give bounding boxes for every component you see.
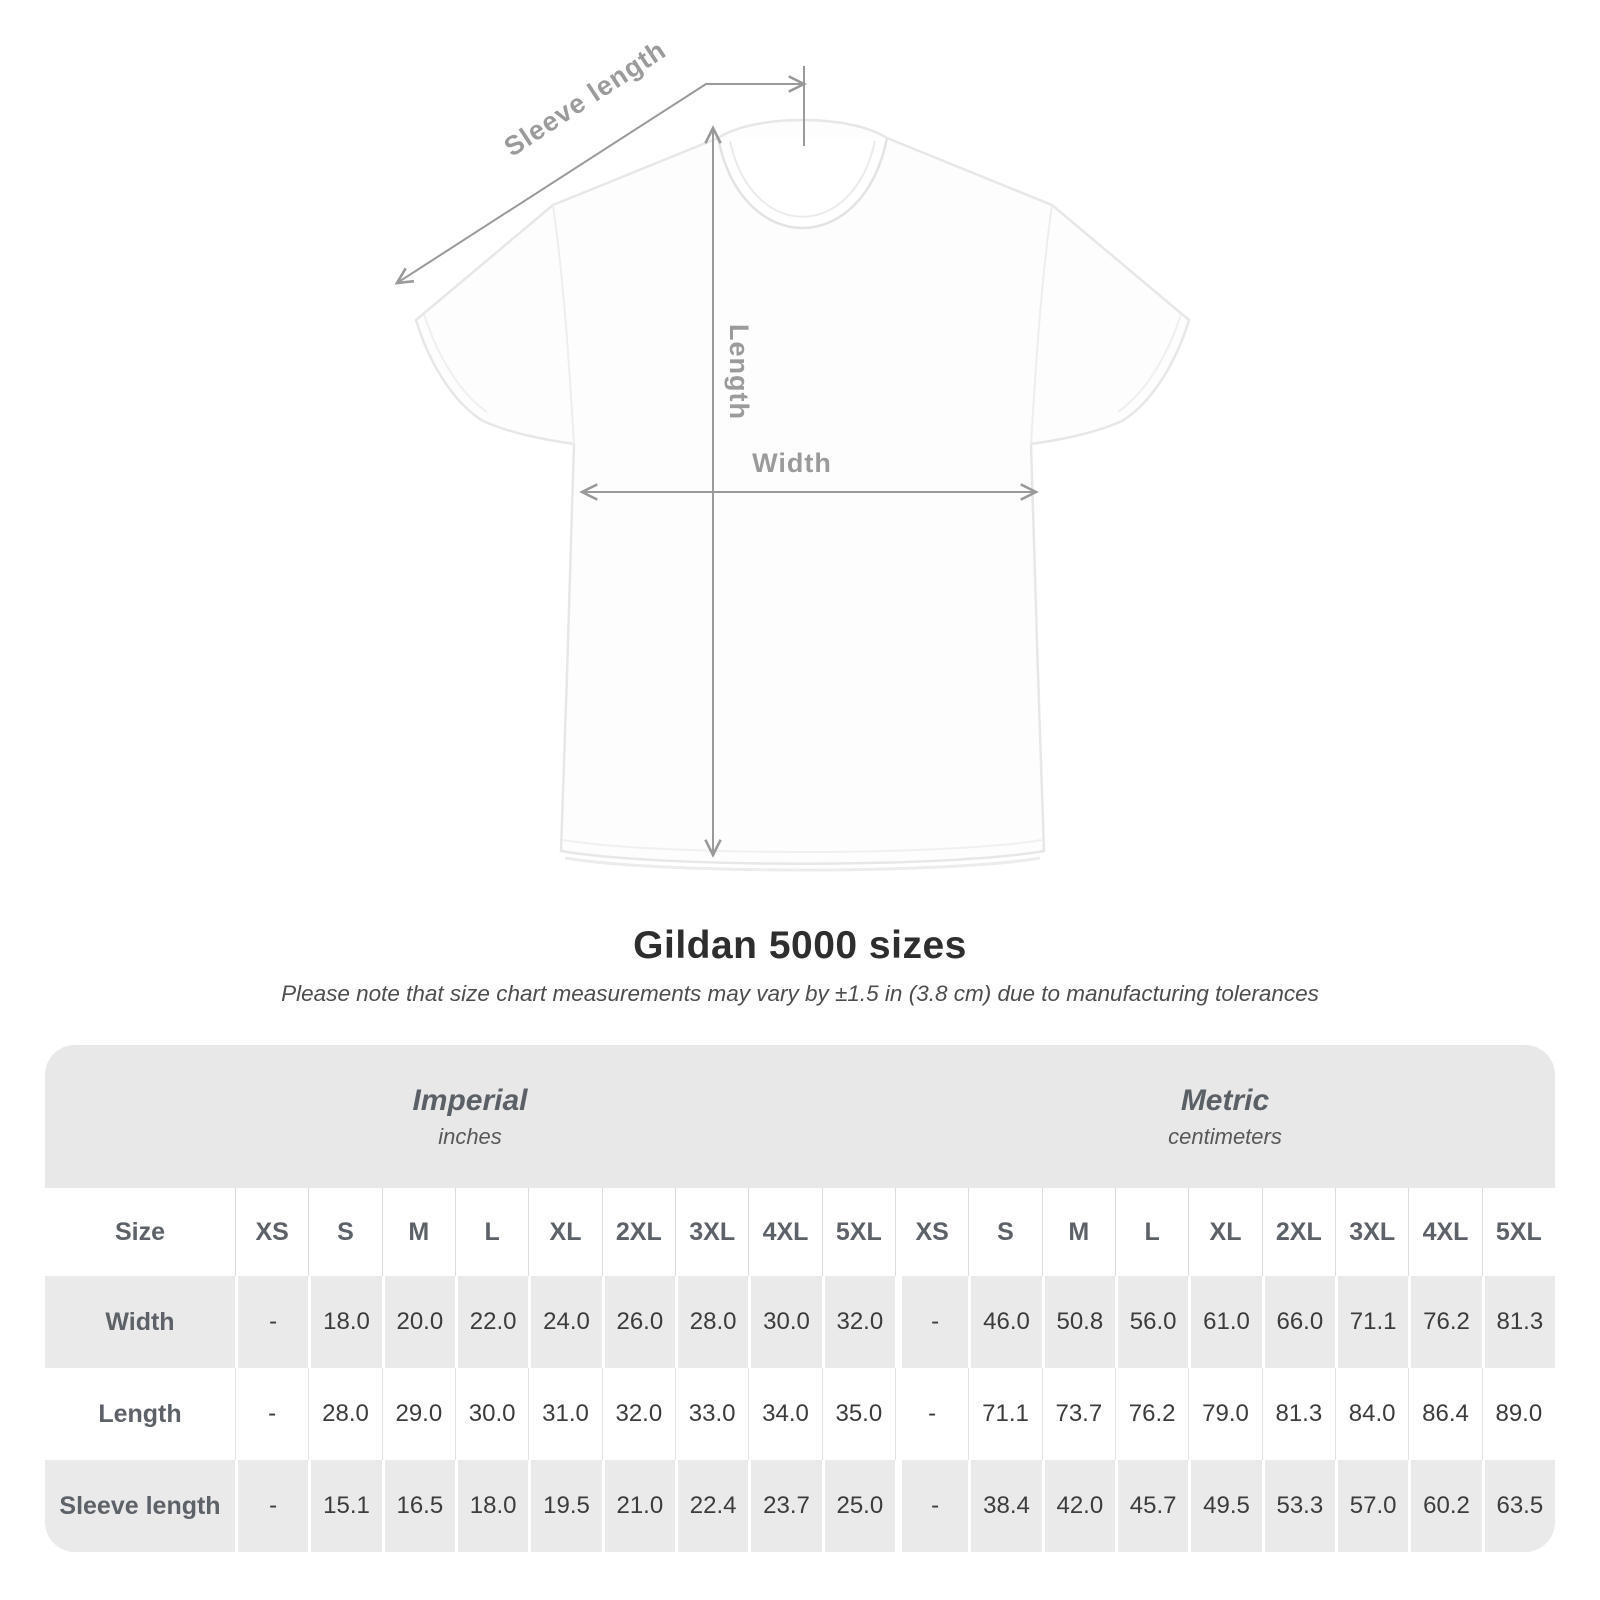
size-header-cell: 5XL xyxy=(1481,1188,1555,1276)
size-header-cell: XL xyxy=(528,1188,601,1276)
size-header-cell: L xyxy=(1115,1188,1188,1276)
sleeve-length-cell: 60.2 xyxy=(1408,1460,1482,1552)
width-cell: - xyxy=(895,1276,969,1368)
length-cell: 34.0 xyxy=(748,1368,821,1460)
sleeve-length-cell: 42.0 xyxy=(1041,1460,1115,1552)
sleeve-length-label: Sleeve length xyxy=(45,1460,235,1552)
size-header-cell: M xyxy=(381,1188,455,1276)
sleeve-length-cell: - xyxy=(895,1460,969,1552)
sleeve-length-cell: 25.0 xyxy=(821,1460,895,1552)
sleeve-length-cell: 45.7 xyxy=(1115,1460,1189,1552)
length-cell: 33.0 xyxy=(675,1368,748,1460)
width-cell: 24.0 xyxy=(528,1276,602,1368)
length-cell: 81.3 xyxy=(1261,1368,1335,1460)
sleeve-length-cell: 22.4 xyxy=(675,1460,749,1552)
size-header-cell: 2XL xyxy=(601,1188,675,1276)
size-header-cell: 4XL xyxy=(1408,1188,1481,1276)
sleeve-length-cell: - xyxy=(235,1460,309,1552)
length-cell: 28.0 xyxy=(308,1368,381,1460)
length-cell: 71.1 xyxy=(968,1368,1041,1460)
width-cell: 71.1 xyxy=(1335,1276,1409,1368)
tshirt-measurement-diagram: Sleeve length Length Width xyxy=(394,35,1191,872)
size-header-cell: 5XL xyxy=(821,1188,895,1276)
metric-units: centimeters xyxy=(1168,1123,1282,1149)
size-header-label: Size xyxy=(114,1217,166,1246)
metric-header: Metric centimeters xyxy=(895,1045,1555,1188)
size-header-cell: XS xyxy=(895,1188,968,1276)
width-cell: 66.0 xyxy=(1261,1276,1335,1368)
sleeve-length-cell: 16.5 xyxy=(381,1460,455,1552)
sleeve-length-cell: 38.4 xyxy=(968,1460,1042,1552)
length-cell: 29.0 xyxy=(381,1368,455,1460)
tshirt-graphic xyxy=(414,118,1191,872)
size-header-cell: XS xyxy=(235,1188,308,1276)
sleeve-length-cell: 15.1 xyxy=(308,1460,382,1552)
length-cell: 79.0 xyxy=(1188,1368,1261,1460)
page-title: Gildan 5000 sizes xyxy=(633,924,967,967)
sleeve-length-cell: 18.0 xyxy=(455,1460,529,1552)
length-cell: 30.0 xyxy=(455,1368,528,1460)
imperial-header: Imperial inches xyxy=(45,1045,895,1188)
size-header-cell: S xyxy=(308,1188,381,1276)
width-arrow: Width xyxy=(579,448,1039,501)
length-cell: 84.0 xyxy=(1335,1368,1408,1460)
metric-title: Metric xyxy=(1180,1083,1270,1117)
width-cell: 22.0 xyxy=(455,1276,529,1368)
width-cell: 30.0 xyxy=(748,1276,822,1368)
width-cell: 56.0 xyxy=(1115,1276,1189,1368)
length-cell: 31.0 xyxy=(528,1368,601,1460)
sleeve-length-label: Sleeve length xyxy=(499,35,672,163)
sleeve-length-row: Sleeve length -15.1 16.5 18.0 19.5 21.0 22.4 23… xyxy=(45,1460,1555,1552)
size-header-cell: 3XL xyxy=(1335,1188,1408,1276)
size-header-cell: 3XL xyxy=(675,1188,748,1276)
length-cell: - xyxy=(235,1368,308,1460)
tolerance-note: Please note that size chart measurements… xyxy=(281,981,1319,1006)
length-cell: 32.0 xyxy=(601,1368,675,1460)
length-label: Length xyxy=(724,324,754,420)
size-header-cell: S xyxy=(968,1188,1041,1276)
width-label: Width xyxy=(45,1276,235,1368)
length-row: Length -28.0 29.0 30.0 31.0 32.0 33.0 34.0 35.0-… xyxy=(45,1368,1555,1460)
sleeve-length-cell: 63.5 xyxy=(1481,1460,1555,1552)
width-cell: 28.0 xyxy=(675,1276,749,1368)
size-header-cell: XL xyxy=(1188,1188,1261,1276)
width-cell: 26.0 xyxy=(601,1276,675,1368)
length-cell: 73.7 xyxy=(1041,1368,1115,1460)
size-header-row: Size XS S M L XL 2XL 3XL 4XL 5XL XS S M L XL 2XL 3XL 4XL 5… xyxy=(45,1188,1555,1276)
length-cell: 86.4 xyxy=(1408,1368,1481,1460)
width-row: Width -18.0 20.0 22.0 24.0 26.0 28.0 30.0 32.0-4… xyxy=(45,1276,1555,1368)
sleeve-length-cell: 19.5 xyxy=(528,1460,602,1552)
size-table-body: Size XS S M L XL 2XL 3XL 4XL 5XL XS S M L XL 2XL 3XL 4XL 5… xyxy=(45,1188,1555,1552)
unit-header-band: Imperial inches Metric centimeters xyxy=(45,1045,1555,1188)
length-cell: 35.0 xyxy=(821,1368,895,1460)
imperial-units: inches xyxy=(438,1123,502,1149)
sleeve-length-cell: 21.0 xyxy=(601,1460,675,1552)
size-header-cell: 4XL xyxy=(748,1188,821,1276)
imperial-title: Imperial xyxy=(412,1083,528,1117)
length-cell: - xyxy=(895,1368,968,1460)
length-cell: 76.2 xyxy=(1115,1368,1188,1460)
width-label: Width xyxy=(752,448,832,478)
width-cell: 20.0 xyxy=(381,1276,455,1368)
size-table: Imperial inches Metric centimeters Size X… xyxy=(45,1045,1555,1552)
sleeve-length-cell: 49.5 xyxy=(1188,1460,1262,1552)
size-header-cell: 2XL xyxy=(1261,1188,1335,1276)
sleeve-length-cell: 57.0 xyxy=(1335,1460,1409,1552)
width-cell: 46.0 xyxy=(968,1276,1042,1368)
width-cell: 18.0 xyxy=(308,1276,382,1368)
width-cell: 50.8 xyxy=(1041,1276,1115,1368)
sleeve-length-cell: 23.7 xyxy=(748,1460,822,1552)
width-cell: 76.2 xyxy=(1408,1276,1482,1368)
sleeve-length-cell: 53.3 xyxy=(1261,1460,1335,1552)
width-cell: - xyxy=(235,1276,309,1368)
width-cell: 81.3 xyxy=(1481,1276,1555,1368)
size-header-cell: L xyxy=(455,1188,528,1276)
width-cell: 61.0 xyxy=(1188,1276,1262,1368)
length-label: Length xyxy=(98,1399,182,1428)
width-cell: 32.0 xyxy=(821,1276,895,1368)
size-header-cell: M xyxy=(1041,1188,1115,1276)
length-cell: 89.0 xyxy=(1481,1368,1555,1460)
